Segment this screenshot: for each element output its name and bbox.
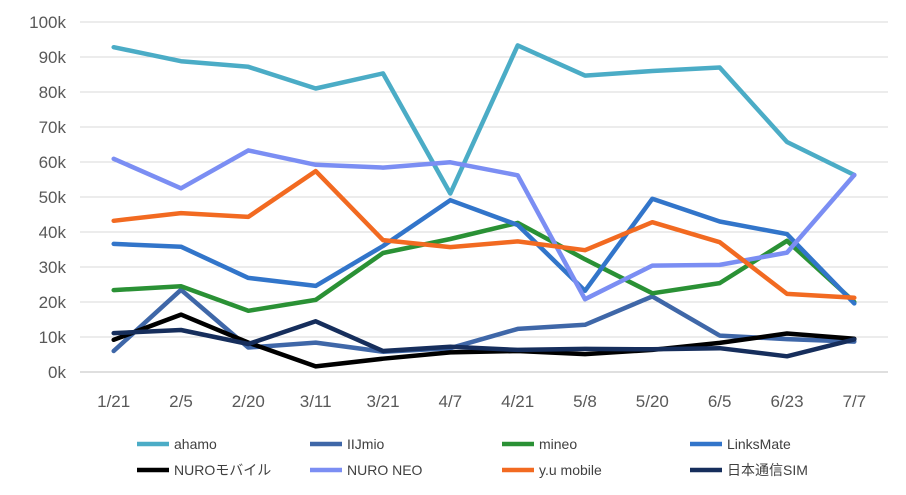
y-tick-label: 30k: [39, 258, 67, 277]
x-tick-label: 3/11: [300, 392, 332, 411]
y-tick-label: 10k: [39, 328, 67, 347]
x-tick-label: 6/23: [770, 392, 803, 411]
x-tick-label: 3/21: [366, 392, 399, 411]
x-tick-label: 7/7: [843, 392, 867, 411]
series-line-1: [111, 287, 857, 354]
gridlines: [80, 21, 888, 373]
x-tick-label: 2/5: [169, 392, 193, 411]
x-tick-label: 5/8: [573, 392, 597, 411]
y-tick-label: 60k: [39, 153, 67, 172]
series-line-3: [111, 196, 857, 306]
y-tick-label: 20k: [39, 293, 67, 312]
y-tick-label: 40k: [39, 223, 67, 242]
x-tick-label: 1/21: [97, 392, 130, 411]
series-lines: [111, 43, 857, 369]
legend-label: 日本通信SIM: [727, 462, 808, 478]
legend-label: ahamo: [174, 436, 217, 452]
legend-label: mineo: [539, 436, 577, 452]
y-tick-label: 90k: [39, 48, 67, 67]
x-axis-ticks: 1/21 2/5 2/20 3/11 3/21 4/7 4/21 5/8 5/20 6/5 6/23…: [97, 392, 866, 411]
legend-label: y.u mobile: [539, 462, 602, 478]
y-tick-label: 80k: [39, 83, 67, 102]
y-tick-label: 100k: [29, 13, 66, 32]
legend-label: LinksMate: [727, 436, 791, 452]
series-line-5: [111, 148, 857, 302]
series-line-4: [111, 312, 857, 369]
x-tick-label: 6/5: [708, 392, 732, 411]
y-tick-label: 50k: [39, 188, 67, 207]
x-tick-label: 5/20: [636, 392, 669, 411]
series-line-0: [111, 43, 857, 196]
series-line-2: [111, 220, 857, 314]
y-tick-label: 0k: [48, 363, 66, 382]
series-line-7: [111, 319, 857, 359]
legend-label: NURO NEO: [347, 462, 423, 478]
legend-label: IIJmio: [347, 436, 385, 452]
x-tick-label: 4/7: [439, 392, 463, 411]
legend-label: NUROモバイル: [174, 462, 271, 478]
series-line-6: [111, 168, 857, 301]
x-tick-label: 4/21: [501, 392, 534, 411]
x-tick-label: 2/20: [232, 392, 265, 411]
y-axis-ticks: 0k 10k 20k 30k 40k 50k 60k 70k 80k 90k 100k: [29, 13, 66, 382]
legend: ahamo IIJmio mineo LinksMate NUROモバイル NURO NE…: [137, 436, 808, 478]
y-tick-label: 70k: [39, 118, 67, 137]
